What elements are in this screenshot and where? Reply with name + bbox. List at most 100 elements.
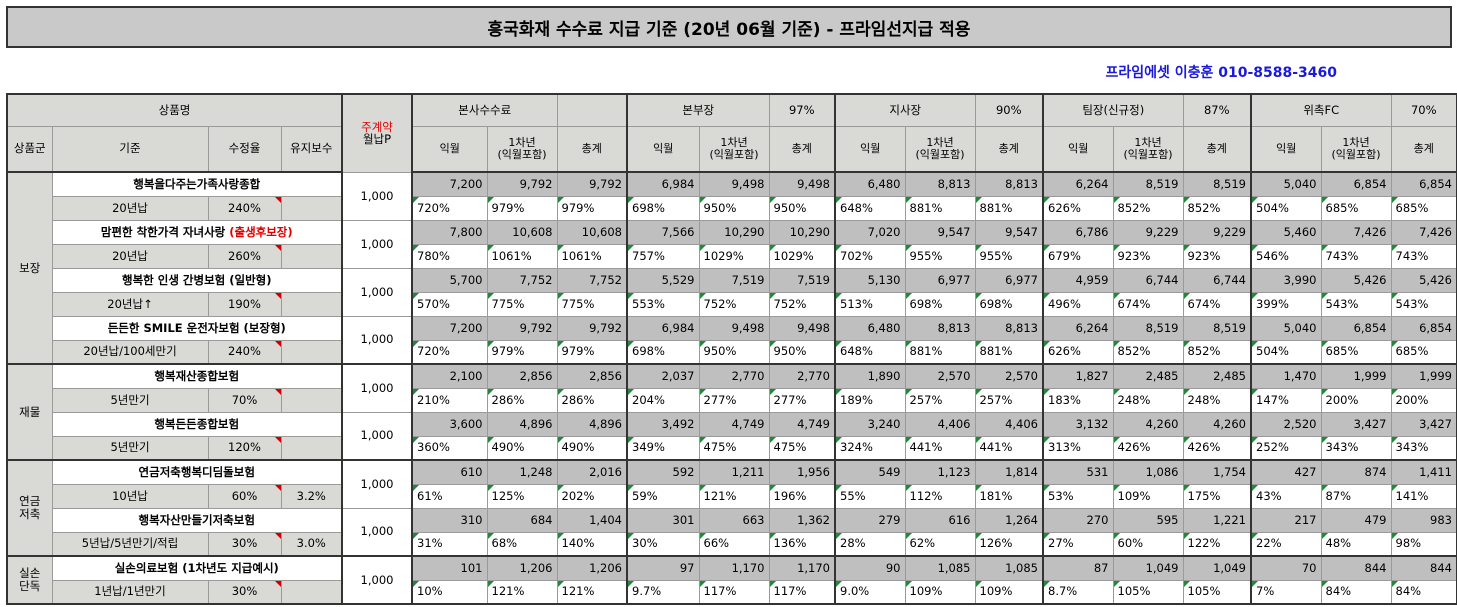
percent-cell: 852% (1182, 339, 1252, 365)
header-group-pct-0 (556, 93, 628, 127)
amount-cell: 6,480 (834, 315, 906, 341)
percent-cell: 979% (556, 339, 628, 365)
percent-cell: 685% (1320, 339, 1392, 365)
amount-cell: 1,170 (698, 555, 770, 581)
percent-cell: 626% (1042, 339, 1114, 365)
keep-cell: 3.2% (280, 483, 343, 509)
amount-cell: 2,856 (486, 363, 558, 389)
keep-cell (280, 243, 343, 269)
amount-cell: 8,519 (1112, 315, 1184, 341)
amount-cell: 6,480 (834, 171, 906, 197)
amount-cell: 8,813 (974, 315, 1044, 341)
amount-cell: 8,519 (1182, 171, 1252, 197)
amount-cell: 7,020 (834, 219, 906, 245)
amount-cell: 3,132 (1042, 411, 1114, 437)
percent-cell: 1029% (698, 243, 770, 269)
amount-cell: 2,570 (904, 363, 976, 389)
percent-cell: 105% (1112, 579, 1184, 605)
amount-cell: 4,896 (486, 411, 558, 437)
amount-cell: 1,754 (1182, 459, 1252, 485)
percent-cell: 257% (974, 387, 1044, 413)
amount-cell: 9,792 (556, 171, 628, 197)
amount-cell: 4,896 (556, 411, 628, 437)
amount-cell: 7,519 (768, 267, 836, 293)
amount-cell: 7,426 (1320, 219, 1392, 245)
percent-cell: 9.0% (834, 579, 906, 605)
header-sub-4-2: 총계 (1390, 125, 1457, 173)
percent-cell: 60% (1112, 531, 1184, 557)
percent-cell: 277% (698, 387, 770, 413)
percent-cell: 84% (1320, 579, 1392, 605)
product-name: 맘편한 착한가격 자녀사랑 (출생후보장) (51, 219, 343, 245)
percent-cell: 200% (1320, 387, 1392, 413)
amount-cell: 5,529 (626, 267, 700, 293)
amount-cell: 9,547 (904, 219, 976, 245)
header-group-3: 팀장(신규정) (1042, 93, 1184, 127)
percent-cell: 950% (768, 195, 836, 221)
amount-cell: 4,749 (698, 411, 770, 437)
product-name: 연금저축행복디딤돌보험 (51, 459, 343, 485)
percent-cell: 204% (626, 387, 700, 413)
premium: 1,000 (341, 411, 413, 461)
amount-cell: 5,700 (411, 267, 488, 293)
premium: 1,000 (341, 555, 413, 605)
basis-cell: 20년납 (51, 243, 209, 269)
percent-cell: 1029% (768, 243, 836, 269)
percent-cell: 68% (486, 531, 558, 557)
keep-cell (280, 435, 343, 461)
rate-cell: 30% (207, 579, 282, 605)
percent-cell: 698% (626, 339, 700, 365)
amount-cell: 1,956 (768, 459, 836, 485)
category-2: 연금 저축 (6, 459, 53, 557)
basis-cell: 20년납/100세만기 (51, 339, 209, 365)
keep-cell (280, 291, 343, 317)
amount-cell: 1,221 (1182, 507, 1252, 533)
percent-cell: 490% (486, 435, 558, 461)
percent-cell: 8.7% (1042, 579, 1114, 605)
header-col-rate: 수정율 (207, 125, 282, 173)
header-group-pct-4: 70% (1390, 93, 1457, 127)
percent-cell: 175% (1182, 483, 1252, 509)
amount-cell: 9,498 (698, 315, 770, 341)
percent-cell: 674% (1182, 291, 1252, 317)
amount-cell: 6,984 (626, 315, 700, 341)
amount-cell: 4,406 (904, 411, 976, 437)
product-name: 행복자산만들기저축보험 (51, 507, 343, 533)
amount-cell: 7,800 (411, 219, 488, 245)
percent-cell: 141% (1390, 483, 1457, 509)
percent-cell: 126% (974, 531, 1044, 557)
percent-cell: 122% (1182, 531, 1252, 557)
percent-cell: 426% (1182, 435, 1252, 461)
percent-cell: 324% (834, 435, 906, 461)
amount-cell: 70 (1250, 555, 1322, 581)
percent-cell: 698% (904, 291, 976, 317)
percent-cell: 27% (1042, 531, 1114, 557)
percent-cell: 349% (626, 435, 700, 461)
amount-cell: 10,608 (486, 219, 558, 245)
amount-cell: 2,016 (556, 459, 628, 485)
amount-cell: 1,814 (974, 459, 1044, 485)
keep-cell (280, 339, 343, 365)
header-main-contract: 주계약 월납P (341, 93, 413, 173)
percent-cell: 61% (411, 483, 488, 509)
amount-cell: 1,170 (768, 555, 836, 581)
amount-cell: 7,200 (411, 171, 488, 197)
amount-cell: 6,977 (974, 267, 1044, 293)
amount-cell: 1,206 (556, 555, 628, 581)
percent-cell: 117% (768, 579, 836, 605)
percent-cell: 257% (904, 387, 976, 413)
amount-cell: 9,229 (1112, 219, 1184, 245)
percent-cell: 513% (834, 291, 906, 317)
product-name: 행복한 인생 간병보험 (일반형) (51, 267, 343, 293)
percent-cell: 136% (768, 531, 836, 557)
header-group-0: 본사수수료 (411, 93, 558, 127)
amount-cell: 7,752 (486, 267, 558, 293)
percent-cell: 685% (1390, 195, 1457, 221)
amount-cell: 616 (904, 507, 976, 533)
percent-cell: 720% (411, 339, 488, 365)
percent-cell: 277% (768, 387, 836, 413)
premium: 1,000 (341, 219, 413, 269)
amount-cell: 6,977 (904, 267, 976, 293)
percent-cell: 626% (1042, 195, 1114, 221)
percent-cell: 852% (1112, 195, 1184, 221)
